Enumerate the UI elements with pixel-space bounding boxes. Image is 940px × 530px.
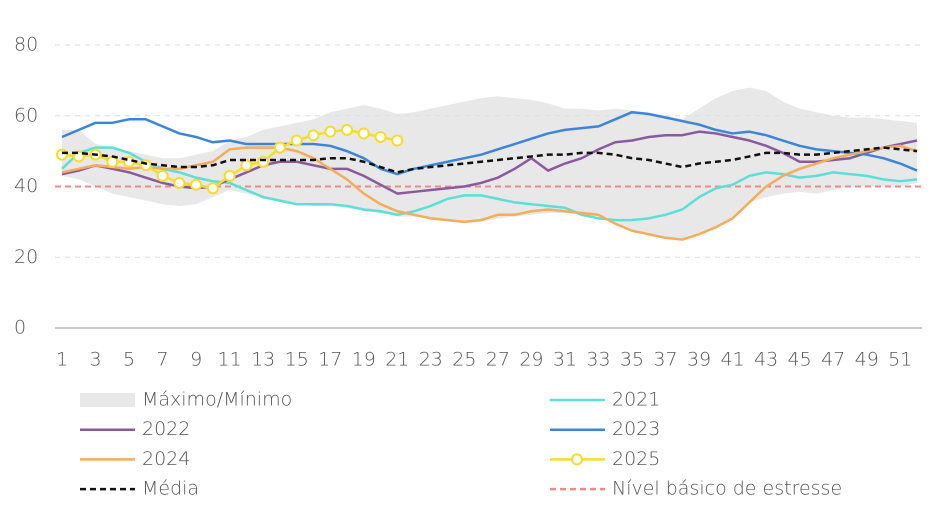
x-tick-label: 1 — [56, 349, 68, 371]
x-tick-label: 15 — [285, 349, 309, 371]
legend-label: 2021 — [612, 389, 660, 411]
x-tick-label: 45 — [788, 349, 812, 371]
x-tick-label: 49 — [855, 349, 879, 371]
point-marker — [307, 129, 320, 142]
x-tick-label: 35 — [620, 349, 644, 371]
legend-label: Nível básico de estresse — [612, 478, 842, 500]
legend-label: 2024 — [142, 448, 190, 470]
x-tick-label: 7 — [157, 349, 169, 371]
x-tick-label: 5 — [123, 349, 135, 371]
x-tick-label: 11 — [218, 349, 242, 371]
x-tick-label: 3 — [89, 349, 101, 371]
point-marker — [240, 159, 253, 172]
point-marker — [273, 141, 286, 154]
x-tick-label: 37 — [653, 349, 677, 371]
series-line — [61, 146, 918, 222]
x-tick-label: 21 — [385, 349, 409, 371]
point-marker — [357, 127, 370, 140]
x-tick-label: 17 — [318, 349, 342, 371]
point-marker — [341, 123, 353, 136]
x-tick-label: 51 — [888, 349, 912, 371]
x-tick-label: 43 — [754, 349, 778, 371]
point-marker — [374, 130, 387, 143]
point-marker — [190, 178, 203, 191]
x-tick-label: 31 — [553, 349, 577, 371]
point-marker — [324, 125, 337, 138]
x-tick-label: 39 — [687, 349, 711, 371]
point-marker — [257, 155, 270, 168]
x-tick-label: 47 — [821, 349, 845, 371]
x-tick-label: 13 — [251, 349, 275, 371]
y-tick-label: 60 — [14, 104, 38, 126]
x-tick-label: 27 — [486, 349, 510, 371]
legend-label: Máximo/Mínimo — [142, 389, 292, 411]
point-marker — [206, 182, 219, 195]
x-tick-label: 19 — [352, 349, 376, 371]
y-tick-label: 0 — [14, 317, 26, 339]
point-marker — [290, 134, 303, 147]
legend-marker — [571, 453, 583, 466]
point-marker — [56, 148, 68, 161]
point-marker — [223, 169, 236, 182]
series-line — [62, 146, 918, 174]
y-tick-label: 80 — [14, 34, 38, 56]
point-marker — [391, 134, 404, 147]
legend-label: 2023 — [612, 418, 660, 440]
y-tick-label: 20 — [14, 246, 38, 268]
y-tick-label: 40 — [14, 175, 38, 197]
legend-label: 2022 — [142, 418, 190, 440]
point-marker — [156, 169, 169, 182]
x-tick-label: 9 — [190, 349, 202, 371]
legend-label: Média — [142, 478, 199, 500]
point-marker — [173, 176, 186, 189]
x-tick-label: 25 — [452, 349, 476, 371]
x-tick-label: 23 — [419, 349, 443, 371]
series-line — [61, 144, 918, 241]
legend-label: 2025 — [612, 448, 660, 470]
x-tick-label: 41 — [720, 349, 744, 371]
series-line — [61, 110, 918, 176]
x-tick-label: 33 — [586, 349, 610, 371]
legend-swatch — [80, 393, 135, 407]
x-tick-label: 29 — [519, 349, 543, 371]
